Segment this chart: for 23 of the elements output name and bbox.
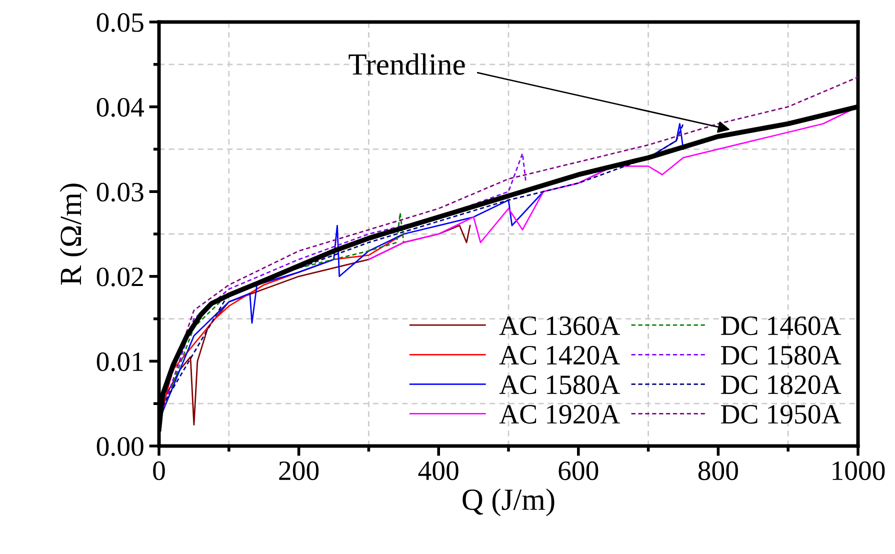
y-tick-label: 0.00 <box>96 437 144 456</box>
legend-label: AC 1420A <box>499 346 620 365</box>
legend-label: AC 1580A <box>499 375 620 394</box>
legend-label: DC 1460A <box>720 316 842 336</box>
legend-label: AC 1920A <box>499 404 620 424</box>
y-tick-label: 0.02 <box>96 268 143 286</box>
y-axis-title: R (Ω/m) <box>60 184 88 285</box>
x-axis-title: Q (J/m) <box>462 488 554 516</box>
legend-label: DC 1580A <box>720 346 842 365</box>
legend-label: DC 1950A <box>720 404 842 424</box>
y-tick-label: 0.05 <box>96 13 144 32</box>
legend-label: AC 1360A <box>499 316 620 336</box>
x-tick-label: 800 <box>698 461 738 480</box>
legend-label: DC 1820A <box>720 375 842 394</box>
y-tick-label: 0.01 <box>96 352 143 372</box>
y-tick-label: 0.04 <box>96 98 144 117</box>
x-tick-label: 0 <box>153 461 165 480</box>
x-tick-label: 1000 <box>832 461 885 480</box>
y-tick-label: 0.03 <box>96 182 144 202</box>
x-tick-label: 400 <box>418 461 458 480</box>
x-tick-label: 600 <box>558 461 598 480</box>
x-tick-label: 200 <box>279 461 319 480</box>
annotation: Trendline <box>348 53 465 75</box>
